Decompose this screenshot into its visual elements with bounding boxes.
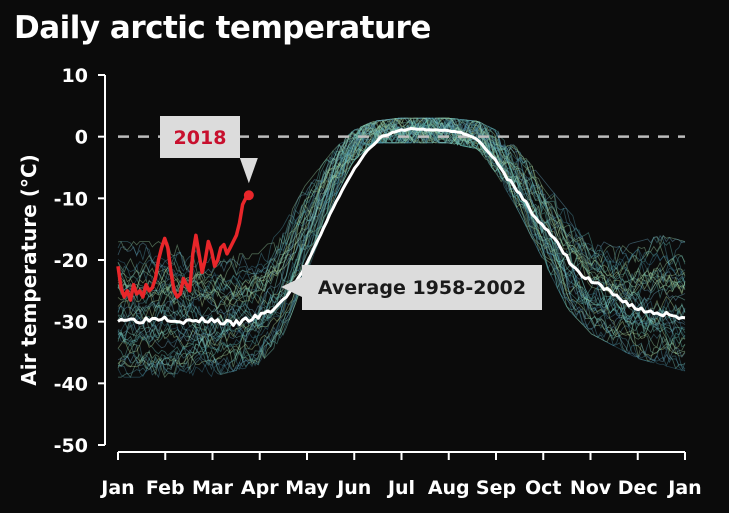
y-tick-label: -40 <box>54 373 88 395</box>
x-tick-label: Oct <box>525 477 562 499</box>
y-tick-label: -30 <box>54 312 88 334</box>
yearly-trace <box>117 118 686 309</box>
yearly-trace <box>117 122 686 302</box>
yearly-trace <box>117 123 686 340</box>
yearly-trace <box>117 121 686 375</box>
callout-average-box <box>281 265 542 310</box>
x-tick-label: Feb <box>146 477 185 499</box>
yearly-trace <box>117 117 686 283</box>
x-tick-label: May <box>285 477 329 499</box>
yearly-trace <box>117 118 686 294</box>
yearly-trace <box>117 117 686 370</box>
callout-2018: 2018 <box>160 116 258 184</box>
yearly-trace <box>117 117 686 378</box>
yearly-trace <box>117 117 686 348</box>
y-tick-label: -50 <box>54 435 88 457</box>
yearly-trace <box>117 117 686 304</box>
y-tick-label: -20 <box>54 250 88 272</box>
y-axis: 10 0 -10 -20 -30 -40 -50 <box>54 65 106 457</box>
yearly-trace <box>117 117 686 335</box>
average-series-line <box>117 127 686 327</box>
yearly-trace <box>117 122 686 372</box>
yearly-trace <box>117 117 686 278</box>
yearly-trace <box>117 117 686 333</box>
yearly-trace <box>117 120 686 302</box>
yearly-trace <box>117 120 686 354</box>
x-tick-label: Aug <box>428 477 470 499</box>
yearly-trace <box>117 117 686 324</box>
yearly-trace <box>117 117 686 350</box>
y-axis-label: Air temperature (°C) <box>17 154 41 386</box>
yearly-trace <box>117 117 686 290</box>
y-tick-label: 0 <box>75 127 88 149</box>
yearly-trace <box>117 117 686 328</box>
yearly-trace <box>117 117 686 305</box>
yearly-trace <box>117 117 686 379</box>
x-tick-label: Apr <box>241 477 279 499</box>
series-2018-endpoint <box>243 190 254 201</box>
callout-average-label: Average 1958-2002 <box>318 277 526 299</box>
x-tick-label: Mar <box>192 477 234 499</box>
x-tick-label: Sep <box>476 477 516 499</box>
x-tick-label: Jul <box>386 477 415 499</box>
chart-title: Daily arctic temperature <box>14 10 431 46</box>
series-2018-line <box>116 194 251 302</box>
yearly-trace <box>117 117 686 362</box>
x-axis: Jan Feb Mar Apr May Jun Jul Aug Sep Oct Nov Dec Jan <box>99 451 702 499</box>
yearly-trace <box>117 117 686 298</box>
x-tick-label: Jan <box>666 477 701 499</box>
y-tick-label: -10 <box>54 188 88 210</box>
callout-2018-box <box>160 116 258 184</box>
callout-average: Average 1958-2002 <box>281 265 542 310</box>
x-tick-label: Jun <box>335 477 371 499</box>
yearly-trace <box>117 117 686 345</box>
y-tick-label: 10 <box>62 65 88 87</box>
callout-2018-label: 2018 <box>174 127 227 149</box>
x-tick-label: Dec <box>618 477 658 499</box>
x-tick-label: Jan <box>99 477 134 499</box>
yearly-trace <box>117 117 686 337</box>
x-tick-label: Nov <box>570 477 612 499</box>
